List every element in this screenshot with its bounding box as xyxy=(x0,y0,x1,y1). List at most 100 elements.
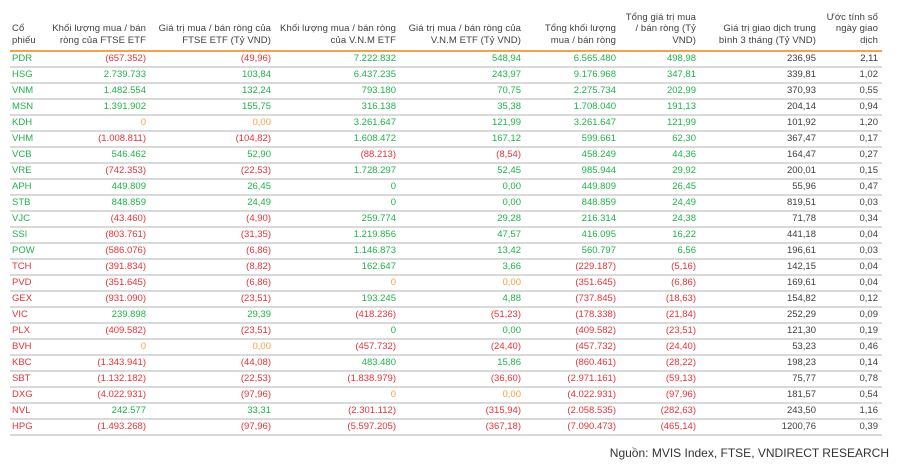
value-cell: 24,49 xyxy=(620,195,700,212)
value-cell: 848.859 xyxy=(525,195,620,212)
ticker-cell: HPG xyxy=(10,419,50,436)
value-cell: 193.245 xyxy=(275,291,400,308)
table-row: NVL 242.577 33,31 (2.301.112) (315,94) (2.058… xyxy=(10,403,882,420)
value-cell: 1.608.472 xyxy=(275,131,400,148)
ticker-cell: VRE xyxy=(10,163,50,180)
value-cell: 239.898 xyxy=(50,307,150,324)
value-cell: (5.597.205) xyxy=(275,419,400,436)
value-cell: 3.261.647 xyxy=(275,115,400,132)
value-cell: (24,40) xyxy=(620,339,700,356)
value-cell: (351.645) xyxy=(50,275,150,292)
value-cell: (104,82) xyxy=(150,131,275,148)
value-cell: (2.301.112) xyxy=(275,403,400,420)
value-cell: 3.261.647 xyxy=(525,115,620,132)
value-cell: 236,95 xyxy=(700,51,820,68)
table-row: VCB 546.462 52,90 (88.213) (8,54) 458.249 44,3… xyxy=(10,147,882,164)
value-cell: 162.647 xyxy=(275,259,400,276)
value-cell: (1.493.268) xyxy=(50,419,150,436)
value-cell: (8,54) xyxy=(400,147,525,164)
column-header: Khối lượng mua / bán ròng của FTSE ETF xyxy=(50,0,150,52)
table-row: POW (586.076) (6,86) 1.146.873 13,42 560.797 6… xyxy=(10,243,882,260)
value-cell: (178.338) xyxy=(525,307,620,324)
value-cell: 819,51 xyxy=(700,195,820,212)
value-cell: (1.343.941) xyxy=(50,355,150,372)
value-cell: 216.314 xyxy=(525,211,620,228)
value-cell: 196,61 xyxy=(700,243,820,260)
ticker-cell: VJC xyxy=(10,211,50,228)
value-cell: (21,84) xyxy=(620,307,700,324)
value-cell: (418.236) xyxy=(275,307,400,324)
value-cell: (88.213) xyxy=(275,147,400,164)
value-cell: (2.058.535) xyxy=(525,403,620,420)
ticker-cell: NVL xyxy=(10,403,50,420)
table-row: SBT (1.132.182) (22,53) (1.838.979) (36,60)(… xyxy=(10,371,882,388)
value-cell: 0,00 xyxy=(400,195,525,212)
value-cell: (1.132.182) xyxy=(50,371,150,388)
value-cell: 15,86 xyxy=(400,355,525,372)
ticker-cell: POW xyxy=(10,243,50,260)
value-cell: 1.482.554 xyxy=(50,83,150,100)
value-cell: 367,47 xyxy=(700,131,820,148)
value-cell: (23,51) xyxy=(620,323,700,340)
column-header: Tổng khối lượng mua / bán ròng xyxy=(525,0,620,52)
value-cell: (22,53) xyxy=(150,163,275,180)
table-row: GEX (931.090) (23,51) 193.245 4,88 (737.845)(… xyxy=(10,291,882,308)
value-cell: (465,14) xyxy=(620,419,700,436)
value-cell: 1.219.856 xyxy=(275,227,400,244)
value-cell: (24,40) xyxy=(400,339,525,356)
table-row: VIC 239.898 29,39 (418.236) (51,23) (178.338)… xyxy=(10,307,882,324)
value-cell: 29,92 xyxy=(620,163,700,180)
value-cell: 1200,76 xyxy=(700,419,820,436)
value-cell: 200,01 xyxy=(700,163,820,180)
table-row: PLX (409.582) (23,51) 0 0,00 (409.582) (23,51)… xyxy=(10,323,882,340)
value-cell: 103,84 xyxy=(150,67,275,84)
value-cell: (22,53) xyxy=(150,371,275,388)
value-cell: 29,39 xyxy=(150,307,275,324)
value-cell: 0,39 xyxy=(820,419,882,436)
value-cell: 0,15 xyxy=(820,163,882,180)
table-row: APH 449.809 26,45 0 0,00 449.809 26,45 55,96 0,4… xyxy=(10,179,882,196)
value-cell: 53,23 xyxy=(700,339,820,356)
column-header: Tổng giá trị mua / bán ròng (Tỷ VND) xyxy=(620,0,700,52)
value-cell: 0,46 xyxy=(820,339,882,356)
value-cell: 142,15 xyxy=(700,259,820,276)
table-row: PVD (351.645) (6,86) 0 0,00 (351.645) (6,86) 16… xyxy=(10,275,882,292)
value-cell: 0,17 xyxy=(820,131,882,148)
value-cell: (282,63) xyxy=(620,403,700,420)
value-cell: 339,81 xyxy=(700,67,820,84)
ticker-cell: BVH xyxy=(10,339,50,356)
value-cell: 0,34 xyxy=(820,211,882,228)
value-cell: (409.582) xyxy=(50,323,150,340)
value-cell: 47,57 xyxy=(400,227,525,244)
value-cell: 259.774 xyxy=(275,211,400,228)
value-cell: 0 xyxy=(275,275,400,292)
ticker-cell: HSG xyxy=(10,67,50,84)
value-cell: 1,20 xyxy=(820,115,882,132)
table-row: SSI (803.761) (31,35) 1.219.856 47,57 416.095… xyxy=(10,227,882,244)
value-cell: (97,96) xyxy=(150,387,275,404)
value-cell: 0,09 xyxy=(820,307,882,324)
value-cell: (657.352) xyxy=(50,51,150,68)
value-cell: 0 xyxy=(50,339,150,356)
value-cell: 370,93 xyxy=(700,83,820,100)
value-cell: 546.462 xyxy=(50,147,150,164)
value-cell: 0 xyxy=(275,387,400,404)
column-header: Giá trị mua / bán ròng của V.N.M ETF (Tỷ… xyxy=(400,0,525,52)
value-cell: 132,24 xyxy=(150,83,275,100)
table-row: VRE (742.353) (22,53) 1.728.297 52,45 985.944… xyxy=(10,163,882,180)
value-cell: (860.461) xyxy=(525,355,620,372)
value-cell: 0,00 xyxy=(400,275,525,292)
value-cell: 243,97 xyxy=(400,67,525,84)
value-cell: 1,02 xyxy=(820,67,882,84)
table-row: HPG (1.493.268) (97,96) (5.597.205) (367,18)… xyxy=(10,419,882,436)
value-cell: 55,96 xyxy=(700,179,820,196)
ticker-cell: PVD xyxy=(10,275,50,292)
value-cell: (4,90) xyxy=(150,211,275,228)
table-row: VHM (1.008.811) (104,82) 1.608.472 167,12 599… xyxy=(10,131,882,148)
value-cell: 169,61 xyxy=(700,275,820,292)
value-cell: 458.249 xyxy=(525,147,620,164)
etf-flow-table: Cổ phiếu Khối lượng mua / bán ròng của FT… xyxy=(10,0,882,436)
value-cell: 0 xyxy=(275,195,400,212)
value-cell: (351.645) xyxy=(525,275,620,292)
value-cell: 0,00 xyxy=(150,339,275,356)
